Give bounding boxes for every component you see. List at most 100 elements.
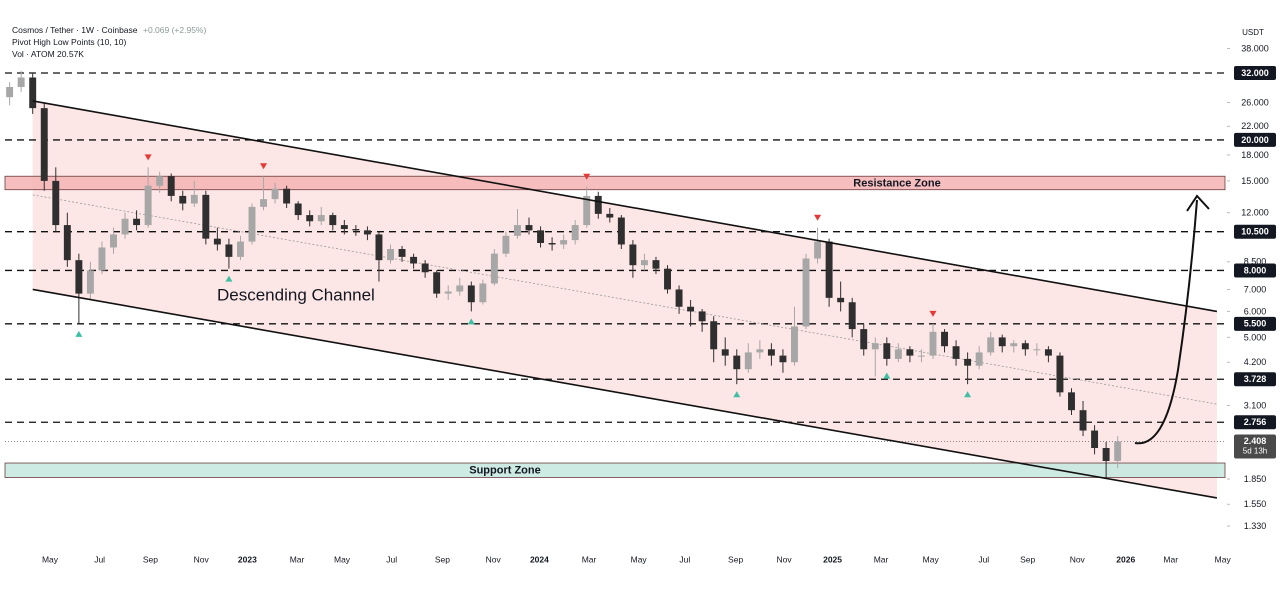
x-tick-label: Sep xyxy=(728,554,743,564)
y-tick-label: 5.500 xyxy=(1244,319,1267,329)
candle-body xyxy=(537,230,545,244)
candle-body xyxy=(167,176,175,196)
x-tick-label: Jul xyxy=(94,554,105,564)
currency-label: USDT xyxy=(1242,28,1264,37)
candle-body xyxy=(571,225,579,241)
y-tick-label: 15.000 xyxy=(1241,176,1269,186)
y-tick-label: 7.000 xyxy=(1244,284,1267,294)
x-tick-label: Jul xyxy=(386,554,397,564)
y-tick-label: 1.330 xyxy=(1244,521,1267,531)
last-price-box xyxy=(1234,434,1276,459)
y-tick-label: 22.000 xyxy=(1241,121,1269,131)
candle-body xyxy=(225,244,233,257)
pivot-high xyxy=(583,173,591,180)
candle-body xyxy=(110,234,117,248)
candle-body xyxy=(283,188,291,204)
x-tick-label: May xyxy=(1215,554,1232,564)
candle-body xyxy=(629,244,637,266)
channel-label: Descending Channel xyxy=(217,285,375,304)
candle-body xyxy=(721,349,729,356)
candle-body xyxy=(917,355,925,357)
candle-body xyxy=(952,346,960,359)
candle-body xyxy=(75,260,83,294)
candle-body xyxy=(98,247,106,271)
candle-body xyxy=(733,355,741,370)
x-tick-label: 2024 xyxy=(530,554,549,564)
x-tick-label: Sep xyxy=(435,554,450,564)
x-tick-label: Sep xyxy=(143,554,158,564)
candle-body xyxy=(17,77,25,87)
candle-body xyxy=(548,243,556,245)
y-tick-label: 38.000 xyxy=(1241,43,1269,53)
zone xyxy=(4,462,1226,478)
pivot-high xyxy=(929,310,937,317)
candle-body xyxy=(502,235,510,254)
candle-body xyxy=(664,268,671,290)
x-tick-label: Mar xyxy=(582,554,597,564)
candle-body xyxy=(606,213,614,218)
candle-body xyxy=(340,225,348,230)
x-tick-label: May xyxy=(923,554,940,564)
candle-body xyxy=(490,253,498,284)
candle-body xyxy=(640,260,648,266)
candle-body xyxy=(213,238,221,245)
tick-box xyxy=(1234,316,1276,331)
channel-line xyxy=(32,100,1218,313)
candle-body xyxy=(583,195,591,226)
x-tick-label: Nov xyxy=(194,554,210,564)
y-tick-label: 2.756 xyxy=(1244,417,1267,427)
y-tick-label: 1.550 xyxy=(1244,499,1267,509)
candle-body xyxy=(814,241,822,259)
candle-body xyxy=(433,272,441,294)
y-tick-label: 20.000 xyxy=(1241,135,1269,145)
pivot-low xyxy=(75,330,83,337)
candle-body xyxy=(1021,343,1029,350)
candle-body xyxy=(848,302,856,330)
tick-box xyxy=(1234,65,1276,80)
x-tick-label: Nov xyxy=(1070,554,1086,564)
x-tick-label: Sep xyxy=(1020,554,1035,564)
candle-body xyxy=(675,289,683,307)
pivot-low xyxy=(883,372,891,379)
candle-body xyxy=(179,195,187,204)
forecast-arrow xyxy=(1134,199,1198,445)
y-tick-label: 10.500 xyxy=(1241,227,1269,237)
y-tick-label: 8.500 xyxy=(1244,257,1267,267)
candle-body xyxy=(802,258,810,327)
zone xyxy=(4,175,1226,191)
candle-body xyxy=(560,240,568,245)
y-tick-label: 6.000 xyxy=(1244,306,1267,316)
candle-body xyxy=(860,329,868,350)
candle-body xyxy=(375,234,383,261)
candle-body xyxy=(525,225,533,231)
pivot-low xyxy=(225,275,233,282)
candle-body xyxy=(710,321,718,350)
candle-body xyxy=(1068,392,1075,411)
candle-body xyxy=(779,355,787,363)
candle-body xyxy=(1044,349,1052,356)
plot: Resistance Zone Support Zone 38.000 32.000 2… xyxy=(4,43,1276,564)
candle-body xyxy=(467,285,475,303)
candle-body xyxy=(871,343,879,350)
x-tick-label: 2023 xyxy=(238,554,257,564)
pivot-high xyxy=(144,154,152,161)
candle-body xyxy=(86,270,94,294)
x-tick-label: Nov xyxy=(777,554,793,564)
y-tick-label: 3.728 xyxy=(1244,374,1267,384)
arrow-head xyxy=(1186,194,1210,212)
candle-body xyxy=(975,352,983,366)
pivot-low xyxy=(733,391,741,398)
candle-body xyxy=(444,291,452,294)
x-tick-label: 2025 xyxy=(823,554,842,564)
candle-body xyxy=(294,203,302,216)
candle-body xyxy=(744,352,752,370)
candle-body xyxy=(398,248,406,257)
x-tick-label: Mar xyxy=(1163,554,1178,564)
candle-body xyxy=(929,331,937,356)
y-tick-label: 8.000 xyxy=(1244,265,1267,275)
candle-body xyxy=(260,199,268,207)
candle-body xyxy=(1079,410,1087,431)
candle-body xyxy=(1056,355,1064,393)
x-tick-label: May xyxy=(42,554,59,564)
